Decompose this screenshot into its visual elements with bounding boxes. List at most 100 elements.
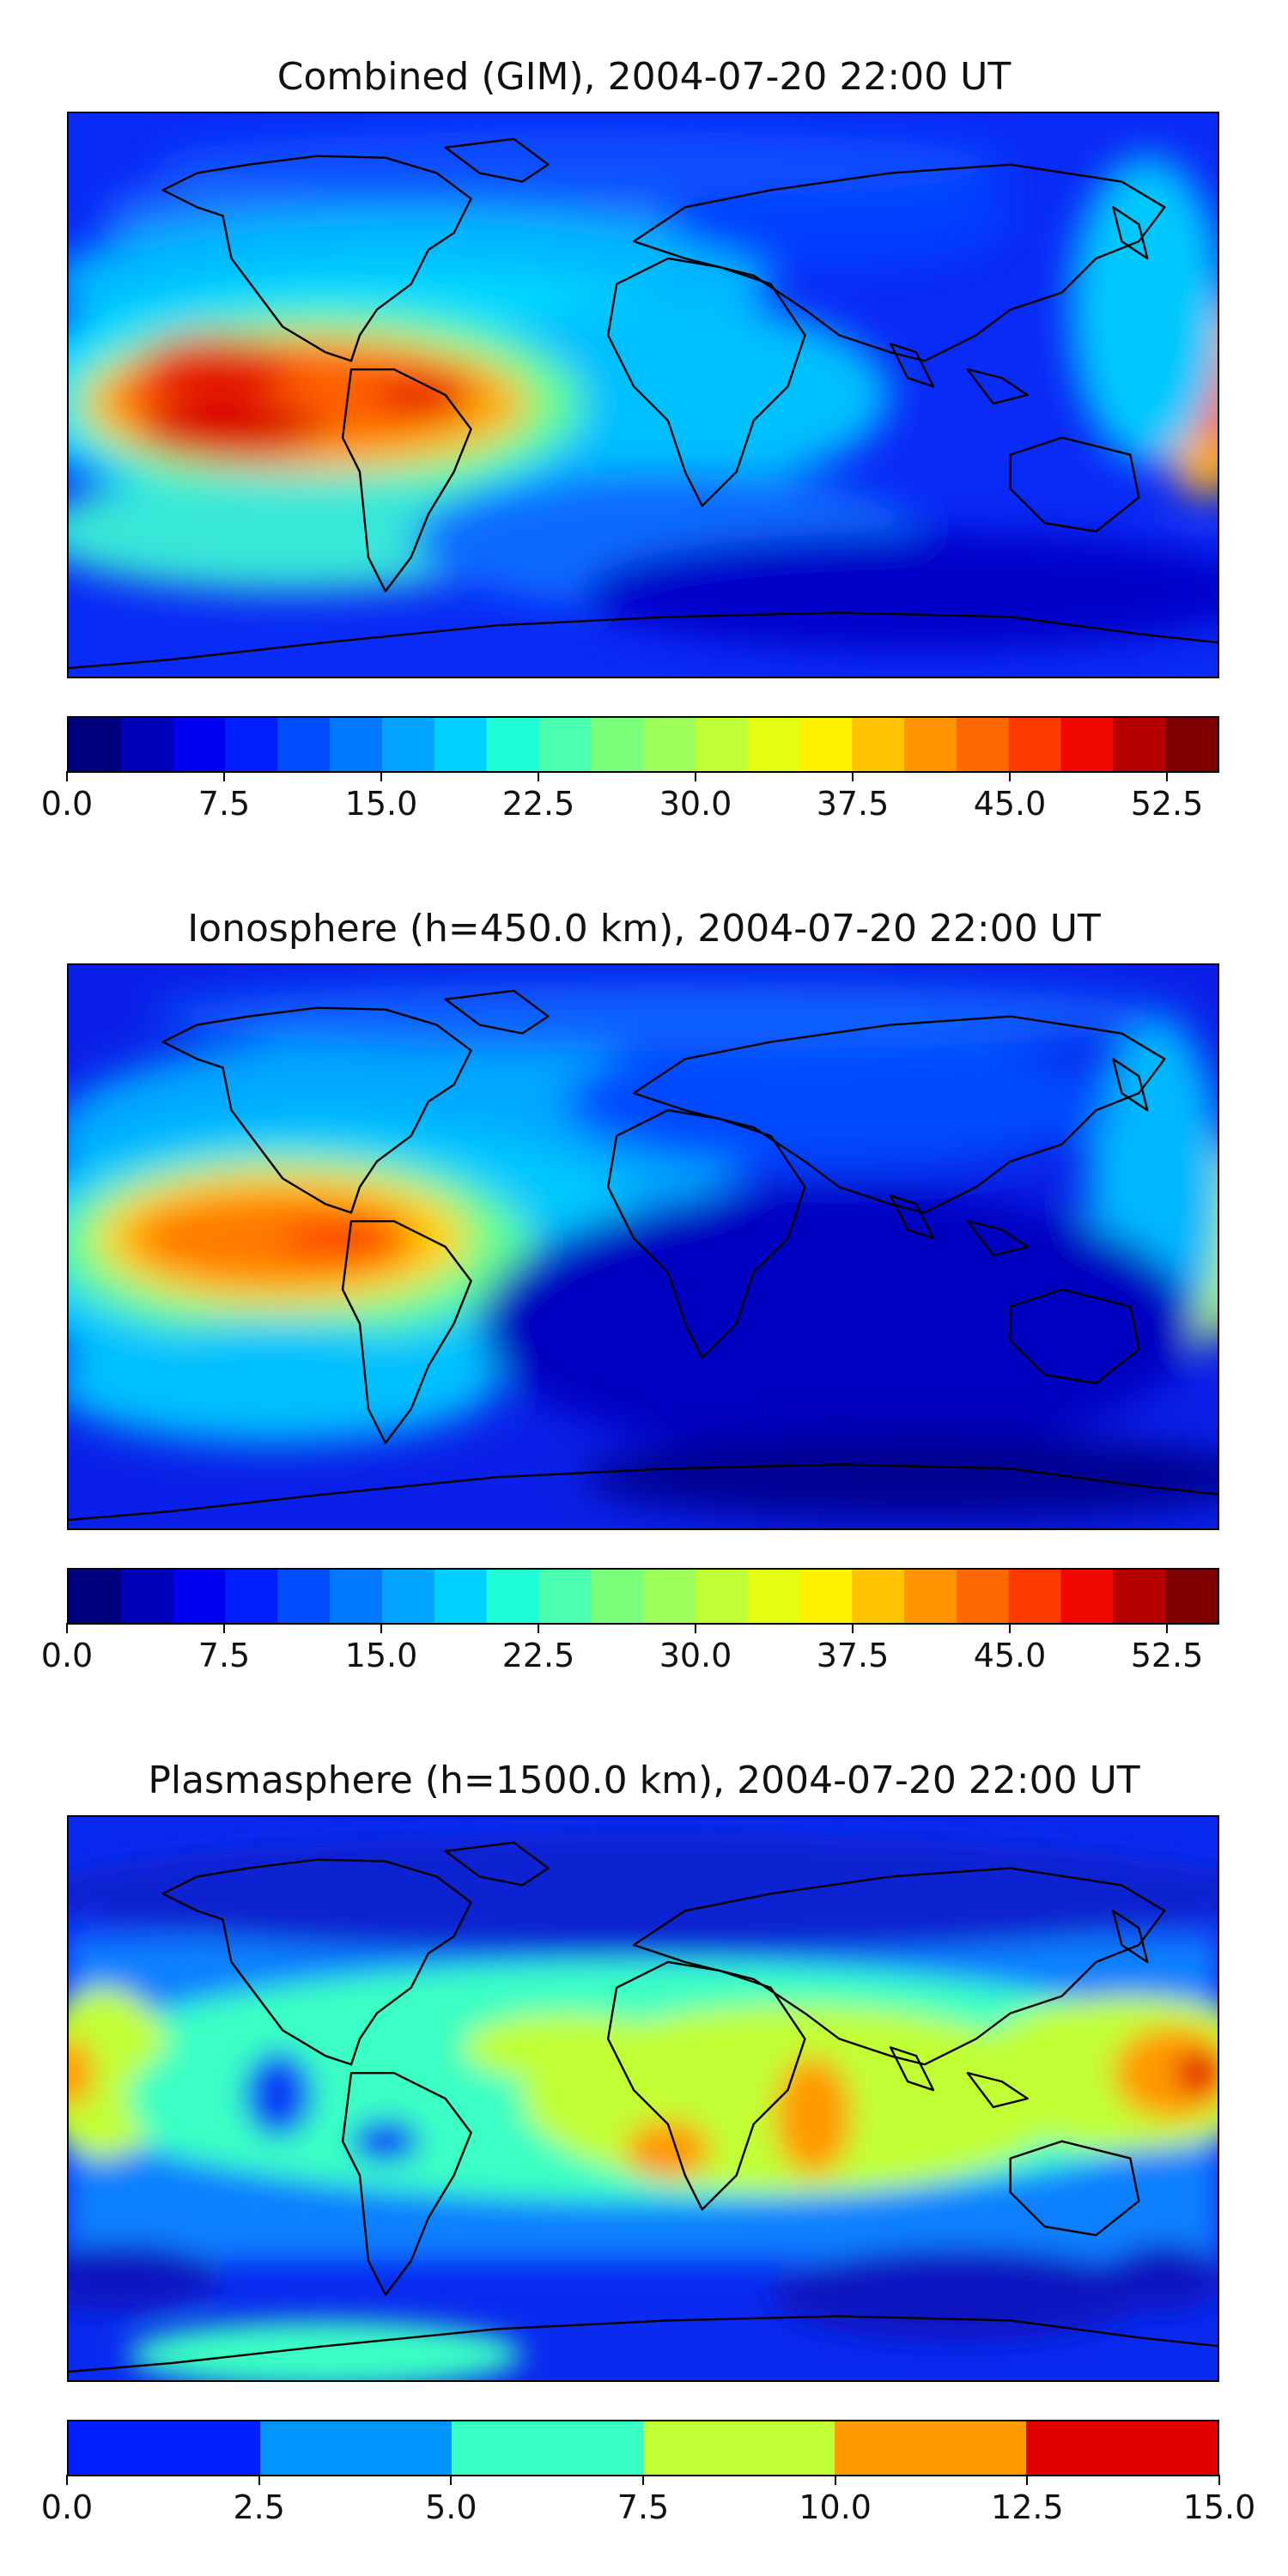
panel-1-colorbar-ticks: 0.0 7.5 15.0 22.5 30.0 37.5 45.0 52.5: [41, 771, 1219, 821]
colorbar-tick-label: 0.0: [40, 785, 94, 823]
colorbar-segment: [1165, 718, 1218, 771]
colorbar-tick-label: 37.5: [816, 785, 890, 823]
colorbar-tick: [1166, 771, 1168, 781]
colorbar-segment: [1113, 718, 1166, 771]
colorbar-tick-label: 22.5: [501, 1637, 575, 1674]
colorbar-tick: [1026, 2475, 1029, 2485]
colorbar-segment: [695, 718, 749, 771]
colorbar-segment: [747, 1570, 801, 1623]
colorbar-segment: [591, 1570, 644, 1623]
colorbar-tick-label: 2.5: [233, 2488, 285, 2526]
colorbar-tick-label: 7.5: [197, 785, 251, 823]
colorbar-segment: [225, 1570, 278, 1623]
colorbar-tick: [66, 1623, 68, 1633]
colorbar-tick: [1009, 1623, 1011, 1633]
colorbar-segment: [835, 2421, 1027, 2475]
colorbar-tick: [380, 1623, 382, 1633]
colorbar-tick-label: 10.0: [799, 2488, 872, 2526]
colorbar-segment: [643, 718, 696, 771]
colorbar-segment: [69, 1570, 122, 1623]
colorbar-segment: [643, 2421, 835, 2475]
colorbar-tick-label: 45.0: [973, 785, 1047, 823]
colorbar-segment: [69, 718, 122, 771]
colorbar-tick: [1218, 2475, 1220, 2485]
colorbar-segment: [330, 718, 383, 771]
colorbar-segment: [1113, 1570, 1166, 1623]
colorbar-tick-label: 5.0: [425, 2488, 477, 2526]
panel-3-colorbar: [67, 2420, 1219, 2476]
colorbar-segment: [956, 718, 1010, 771]
colorbar-segment: [120, 718, 174, 771]
colorbar-segment: [799, 718, 853, 771]
panel-1-colorbar: [67, 716, 1219, 773]
colorbar-tick: [66, 2475, 68, 2485]
colorbar-tick: [1166, 1623, 1168, 1633]
colorbar-tick-label: 15.0: [1182, 2488, 1256, 2526]
colorbar-tick-label: 22.5: [501, 785, 575, 823]
colorbar-tick-label: 0.0: [40, 2488, 94, 2526]
colorbar-segment: [747, 718, 801, 771]
colorbar-tick: [450, 2475, 453, 2485]
panel-3-colorbar-ticks: 0.0 2.5 5.0 7.5 10.0 12.5 15.0: [41, 2475, 1255, 2524]
panel-2-title: Ionosphere (h=450.0 km), 2004-07-20 22:0…: [187, 907, 1101, 951]
colorbar-tick: [642, 2475, 644, 2485]
colorbar-segment: [330, 1570, 383, 1623]
panel-1-title: Combined (GIM), 2004-07-20 22:00 UT: [276, 55, 1012, 99]
colorbar-tick-label: 37.5: [816, 1637, 890, 1674]
colorbar-tick-label: 12.5: [991, 2488, 1064, 2526]
panel-3-title: Plasmasphere (h=1500.0 km), 2004-07-20 2…: [148, 1759, 1140, 1802]
colorbar-segment: [956, 1570, 1010, 1623]
colorbar-tick-label: 0.0: [40, 1637, 94, 1674]
colorbar-segment: [277, 718, 331, 771]
colorbar-segment: [451, 2421, 644, 2475]
colorbar-segment: [591, 718, 644, 771]
colorbar-segment: [1008, 1570, 1062, 1623]
colorbar-tick: [380, 771, 382, 781]
colorbar-tick: [852, 1623, 854, 1633]
colorbar-tick: [538, 1623, 539, 1633]
colorbar-tick-label: 52.5: [1130, 1637, 1204, 1674]
colorbar-tick-label: 30.0: [659, 785, 732, 823]
colorbar-segment: [277, 1570, 331, 1623]
colorbar-segment: [434, 718, 488, 771]
colorbar-segment: [1060, 718, 1114, 771]
colorbar-segment: [799, 1570, 853, 1623]
colorbar-segment: [695, 1570, 749, 1623]
colorbar-tick: [834, 2475, 836, 2485]
panel-2-map: [67, 963, 1219, 1530]
colorbar-segment: [904, 1570, 957, 1623]
colorbar-segment: [852, 1570, 905, 1623]
colorbar-segment: [120, 1570, 174, 1623]
panel-2-colorbar-ticks: 0.0 7.5 15.0 22.5 30.0 37.5 45.0 52.5: [41, 1623, 1219, 1673]
colorbar-tick: [695, 1623, 696, 1633]
panel-1-map: [67, 112, 1219, 678]
colorbar-segment: [69, 2421, 261, 2475]
colorbar-tick: [223, 771, 225, 781]
colorbar-segment: [486, 1570, 539, 1623]
colorbar-segment: [225, 718, 278, 771]
colorbar-tick: [695, 771, 696, 781]
colorbar-segment: [434, 1570, 488, 1623]
colorbar-segment: [486, 718, 539, 771]
colorbar-segment: [381, 1570, 435, 1623]
colorbar-segment: [1008, 718, 1062, 771]
colorbar-tick: [1009, 771, 1011, 781]
colorbar-tick-label: 30.0: [659, 1637, 732, 1674]
colorbar-tick-label: 7.5: [197, 1637, 251, 1674]
panel-3-map: [67, 1815, 1219, 2382]
colorbar-tick-label: 15.0: [344, 785, 418, 823]
colorbar-segment: [538, 1570, 592, 1623]
colorbar-tick: [258, 2475, 260, 2485]
panel-2-colorbar: [67, 1568, 1219, 1625]
colorbar-segment: [381, 718, 435, 771]
colorbar-tick: [852, 771, 854, 781]
colorbar-tick: [223, 1623, 225, 1633]
colorbar-segment: [904, 718, 957, 771]
colorbar-tick: [66, 771, 68, 781]
colorbar-segment: [852, 718, 905, 771]
colorbar-tick-label: 52.5: [1130, 785, 1204, 823]
colorbar-segment: [1060, 1570, 1114, 1623]
colorbar-tick-label: 7.5: [617, 2488, 670, 2526]
colorbar-tick: [538, 771, 539, 781]
colorbar-segment: [173, 718, 227, 771]
